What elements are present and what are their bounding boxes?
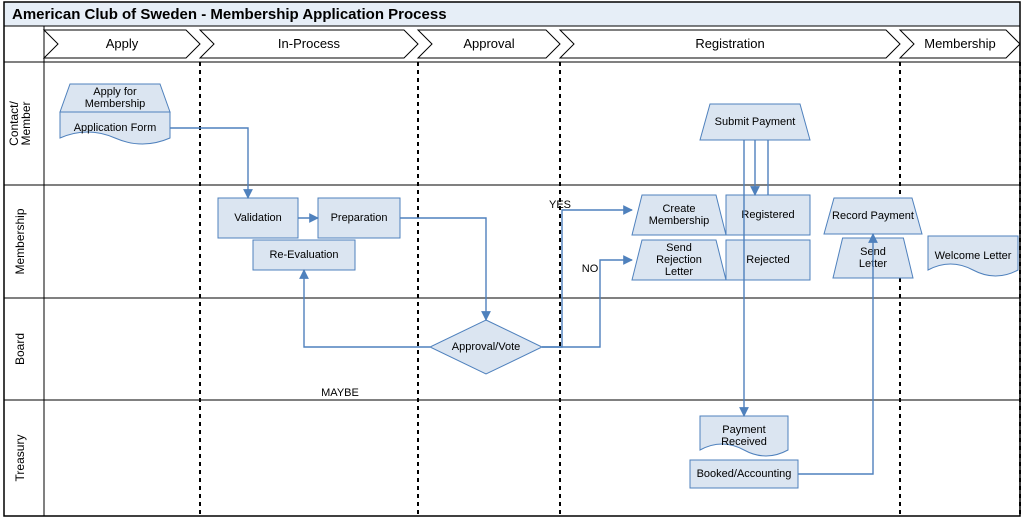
svg-text:Preparation: Preparation xyxy=(331,212,388,224)
svg-text:Re-Evaluation: Re-Evaluation xyxy=(269,249,338,261)
svg-text:Record Payment: Record Payment xyxy=(832,210,914,222)
edge-label: YES xyxy=(549,199,571,211)
edge-preparation xyxy=(400,218,486,320)
lane-label-treasury: Treasury xyxy=(13,435,27,482)
phase-label-membership: Membership xyxy=(924,36,996,51)
svg-text:Letter: Letter xyxy=(665,266,693,278)
phase-label-registration: Registration xyxy=(695,36,764,51)
phase-label-in-process: In-Process xyxy=(278,36,341,51)
svg-text:Rejected: Rejected xyxy=(746,254,789,266)
lane-contact-member xyxy=(44,62,1020,185)
lane-label-board: Board xyxy=(13,333,27,365)
svg-text:Create: Create xyxy=(662,203,695,215)
svg-text:Validation: Validation xyxy=(234,212,282,224)
svg-text:Submit Payment: Submit Payment xyxy=(715,116,796,128)
svg-text:Approval/Vote: Approval/Vote xyxy=(452,341,521,353)
edge-label: NO xyxy=(582,263,599,275)
svg-text:Rejection: Rejection xyxy=(656,254,702,266)
edge-label: MAYBE xyxy=(321,387,359,399)
lane-label-membership: Membership xyxy=(13,208,27,274)
svg-text:Apply for: Apply for xyxy=(93,86,137,98)
svg-text:Membership: Membership xyxy=(649,215,710,227)
phase-label-apply: Apply xyxy=(106,36,139,51)
edge-approval-vote xyxy=(542,210,632,347)
edge-approval-vote xyxy=(304,270,430,347)
svg-text:Payment: Payment xyxy=(722,424,765,436)
svg-text:Send: Send xyxy=(666,242,692,254)
svg-text:Welcome Letter: Welcome Letter xyxy=(935,250,1012,262)
svg-text:Membership: Membership xyxy=(85,98,146,110)
svg-text:Registered: Registered xyxy=(741,209,794,221)
diagram-title: American Club of Sweden - Membership App… xyxy=(12,6,447,23)
svg-text:Application Form: Application Form xyxy=(74,122,157,134)
svg-text:Received: Received xyxy=(721,436,767,448)
phase-label-approval: Approval xyxy=(463,36,514,51)
lane-label-contact-member: Member xyxy=(19,101,33,145)
edge-application-form xyxy=(170,128,248,198)
svg-text:Booked/Accounting: Booked/Accounting xyxy=(697,468,792,480)
